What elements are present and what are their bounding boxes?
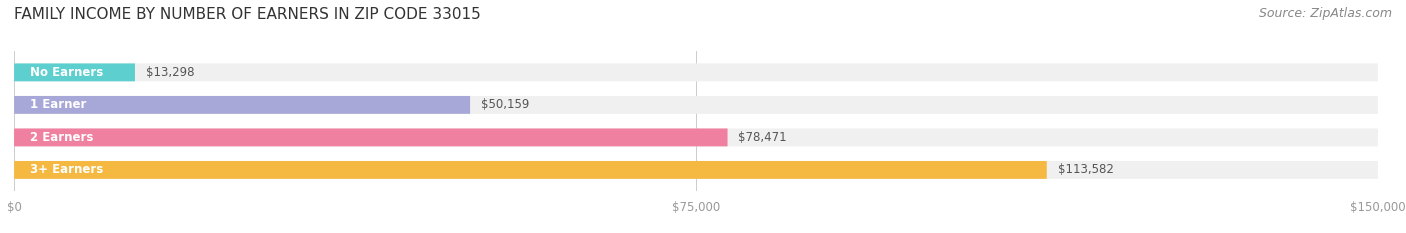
FancyBboxPatch shape xyxy=(14,161,1046,179)
Text: 1 Earner: 1 Earner xyxy=(31,98,87,111)
FancyBboxPatch shape xyxy=(14,96,470,114)
Text: 3+ Earners: 3+ Earners xyxy=(31,163,104,176)
Text: $78,471: $78,471 xyxy=(738,131,787,144)
FancyBboxPatch shape xyxy=(14,128,727,146)
Text: Source: ZipAtlas.com: Source: ZipAtlas.com xyxy=(1258,7,1392,20)
Text: 2 Earners: 2 Earners xyxy=(31,131,94,144)
FancyBboxPatch shape xyxy=(14,63,1378,81)
FancyBboxPatch shape xyxy=(14,96,1378,114)
Text: FAMILY INCOME BY NUMBER OF EARNERS IN ZIP CODE 33015: FAMILY INCOME BY NUMBER OF EARNERS IN ZI… xyxy=(14,7,481,22)
FancyBboxPatch shape xyxy=(14,63,135,81)
FancyBboxPatch shape xyxy=(14,161,1378,179)
Text: No Earners: No Earners xyxy=(31,66,104,79)
Text: $113,582: $113,582 xyxy=(1057,163,1114,176)
Text: $13,298: $13,298 xyxy=(146,66,194,79)
Text: $50,159: $50,159 xyxy=(481,98,530,111)
FancyBboxPatch shape xyxy=(14,128,1378,146)
